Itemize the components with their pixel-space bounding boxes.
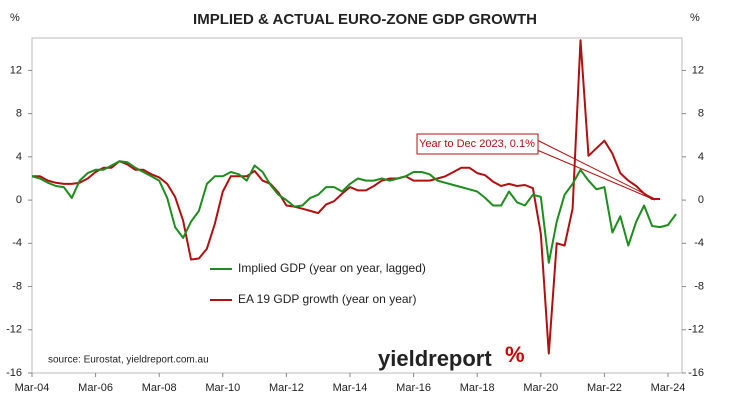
- source: source: Eurostat, yieldreport.com.au: [48, 355, 209, 366]
- y-unit: %: [10, 12, 20, 24]
- x-tick-label: Mar-10: [205, 382, 240, 394]
- annotation-arrow: [536, 139, 656, 200]
- y2-tick-label: 8: [698, 108, 704, 120]
- y-tick-label: 0: [16, 194, 22, 206]
- y-tick-label: -12: [6, 324, 22, 336]
- x-tick-label: Mar-18: [460, 382, 495, 394]
- y-tick-label: -8: [12, 280, 22, 292]
- x-tick-label: Mar-24: [651, 382, 686, 394]
- y2-unit: %: [690, 12, 700, 24]
- series-line: [32, 39, 660, 355]
- x-tick-label: Mar-22: [587, 382, 622, 394]
- y2-tick-label: 0: [698, 194, 704, 206]
- y-tick-label: -4: [12, 237, 22, 249]
- y2-tick-label: -4: [694, 237, 704, 249]
- y-tick-label: 12: [10, 64, 22, 76]
- logo-symbol: %: [505, 342, 525, 367]
- x-tick-label: Mar-20: [523, 382, 558, 394]
- x-tick-label: Mar-12: [269, 382, 304, 394]
- legend-label: EA 19 GDP growth (year on year): [238, 292, 417, 306]
- y2-tick-label: -8: [694, 280, 704, 292]
- y2-tick-label: -16: [688, 367, 704, 379]
- annotation-box: [416, 133, 539, 155]
- x-tick-label: Mar-16: [396, 382, 431, 394]
- y-tick-label: -16: [6, 367, 22, 379]
- y-tick-label: 4: [16, 151, 22, 163]
- annotation-arrow: [536, 149, 656, 201]
- x-tick-label: Mar-14: [333, 382, 368, 394]
- x-tick-label: Mar-04: [15, 382, 50, 394]
- y2-tick-label: 12: [692, 64, 704, 76]
- chart-title: IMPLIED & ACTUAL EURO-ZONE GDP GROWTH: [193, 11, 537, 28]
- y-tick-label: 8: [16, 108, 22, 120]
- logo: yieldreport: [378, 346, 492, 371]
- y2-tick-label: -12: [688, 324, 704, 336]
- annotation: Year to Dec 2023, 0.1%: [419, 138, 535, 150]
- x-tick-label: Mar-08: [142, 382, 177, 394]
- x-tick-label: Mar-06: [78, 382, 113, 394]
- legend-label: Implied GDP (year on year, lagged): [238, 261, 426, 275]
- y2-tick-label: 4: [698, 151, 704, 163]
- series-line: [32, 160, 677, 264]
- plot-frame: [31, 37, 683, 374]
